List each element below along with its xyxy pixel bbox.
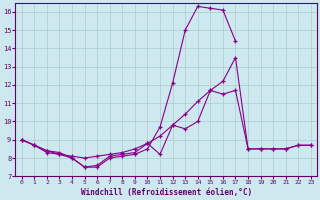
X-axis label: Windchill (Refroidissement éolien,°C): Windchill (Refroidissement éolien,°C) (81, 188, 252, 197)
